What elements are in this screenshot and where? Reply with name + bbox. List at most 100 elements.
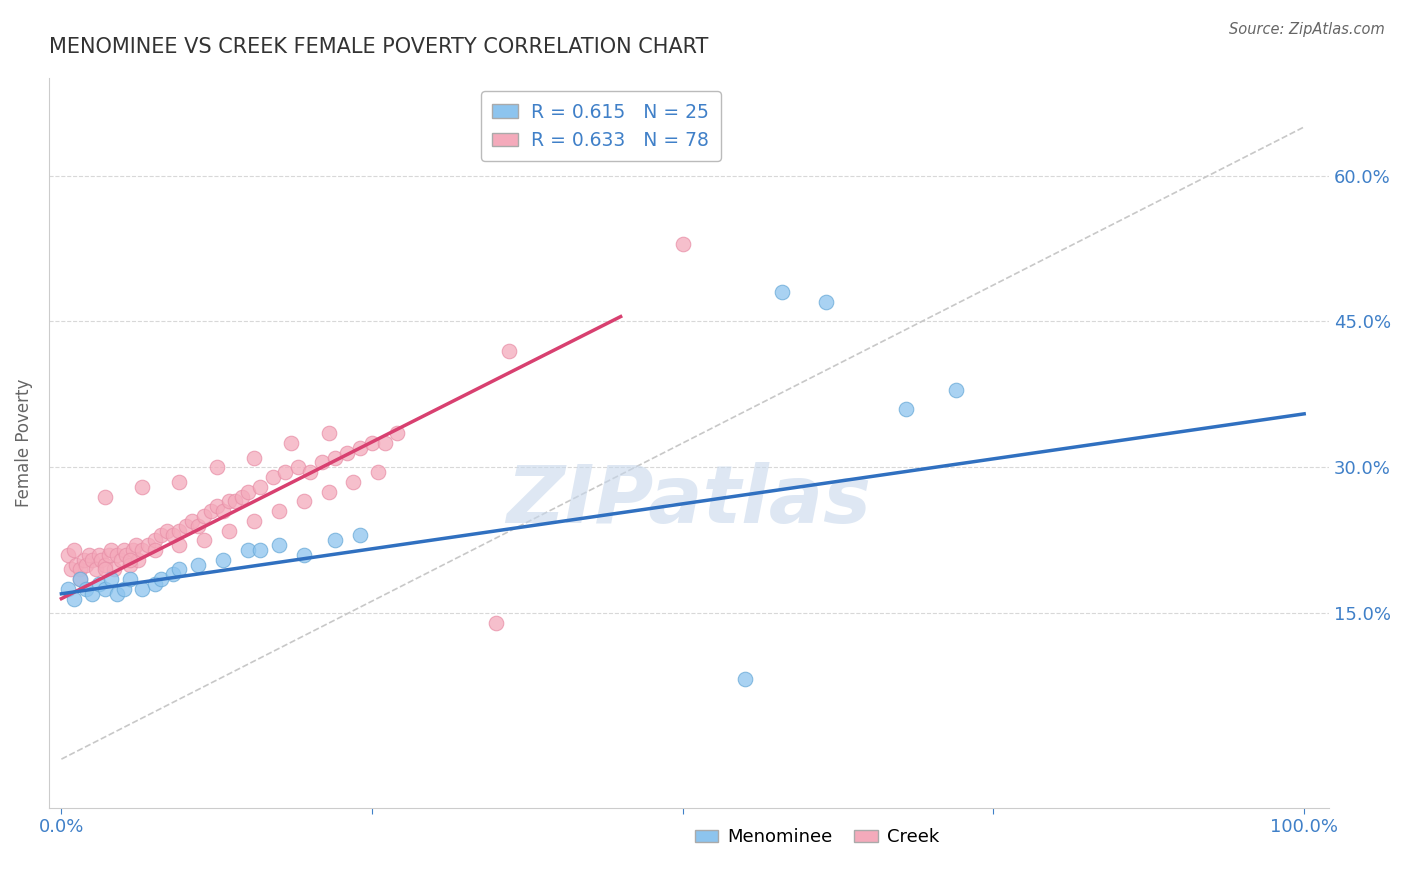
Point: [292, 494, 315, 508]
Point: [212, 504, 235, 518]
Point: [814, 295, 837, 310]
Point: [143, 533, 166, 548]
Point: [342, 475, 364, 489]
Point: [349, 528, 371, 542]
Point: [243, 450, 266, 465]
Point: [236, 543, 259, 558]
Point: [82, 587, 104, 601]
Point: [323, 450, 346, 465]
Point: [131, 543, 153, 558]
Point: [73, 553, 96, 567]
Point: [131, 582, 153, 596]
Point: [118, 553, 141, 567]
Point: [149, 528, 172, 542]
Point: [115, 548, 138, 562]
Point: [200, 504, 222, 518]
Point: [56, 548, 79, 562]
Point: [69, 572, 91, 586]
Legend: Menominee, Creek: Menominee, Creek: [688, 821, 946, 854]
Point: [734, 673, 756, 687]
Point: [231, 490, 253, 504]
Point: [945, 383, 967, 397]
Point: [105, 548, 128, 562]
Point: [138, 538, 160, 552]
Point: [110, 553, 132, 567]
Point: [100, 572, 122, 586]
Point: [94, 562, 117, 576]
Point: [87, 577, 110, 591]
Point: [770, 285, 793, 300]
Point: [90, 553, 112, 567]
Y-axis label: Female Poverty: Female Poverty: [15, 379, 32, 508]
Point: [143, 577, 166, 591]
Point: [498, 343, 520, 358]
Point: [169, 562, 191, 576]
Point: [361, 436, 384, 450]
Text: Source: ZipAtlas.com: Source: ZipAtlas.com: [1229, 22, 1385, 37]
Point: [169, 475, 191, 489]
Point: [169, 538, 191, 552]
Point: [69, 562, 91, 576]
Point: [127, 553, 149, 567]
Point: [367, 465, 389, 479]
Point: [77, 548, 100, 562]
Point: [385, 426, 408, 441]
Point: [280, 436, 302, 450]
Point: [373, 436, 395, 450]
Point: [318, 484, 340, 499]
Point: [336, 446, 359, 460]
Point: [149, 572, 172, 586]
Point: [100, 543, 122, 558]
Point: [267, 538, 290, 552]
Point: [243, 514, 266, 528]
Point: [118, 558, 141, 572]
Point: [187, 558, 209, 572]
Point: [56, 582, 79, 596]
Point: [292, 548, 315, 562]
Point: [169, 524, 191, 538]
Point: [112, 543, 135, 558]
Point: [84, 562, 107, 576]
Point: [262, 470, 284, 484]
Text: ZIPatlas: ZIPatlas: [506, 462, 872, 541]
Point: [103, 562, 125, 576]
Point: [187, 518, 209, 533]
Point: [287, 460, 309, 475]
Point: [485, 615, 508, 630]
Point: [236, 484, 259, 499]
Point: [162, 567, 184, 582]
Point: [318, 426, 340, 441]
Point: [156, 524, 179, 538]
Point: [323, 533, 346, 548]
Point: [193, 533, 215, 548]
Point: [249, 543, 271, 558]
Point: [267, 504, 290, 518]
Point: [180, 514, 202, 528]
Point: [118, 572, 141, 586]
Point: [75, 558, 97, 572]
Point: [311, 455, 333, 469]
Point: [162, 528, 184, 542]
Point: [274, 465, 297, 479]
Point: [63, 543, 86, 558]
Point: [205, 500, 228, 514]
Point: [82, 553, 104, 567]
Point: [69, 572, 91, 586]
Point: [218, 524, 240, 538]
Point: [65, 558, 87, 572]
Point: [94, 558, 117, 572]
Text: MENOMINEE VS CREEK FEMALE POVERTY CORRELATION CHART: MENOMINEE VS CREEK FEMALE POVERTY CORREL…: [49, 37, 709, 57]
Point: [105, 587, 128, 601]
Point: [131, 480, 153, 494]
Point: [94, 582, 117, 596]
Point: [298, 465, 321, 479]
Point: [349, 441, 371, 455]
Point: [125, 538, 148, 552]
Point: [485, 139, 508, 153]
Point: [75, 582, 97, 596]
Point: [174, 518, 197, 533]
Point: [60, 562, 83, 576]
Point: [87, 548, 110, 562]
Point: [63, 591, 86, 606]
Point: [97, 548, 120, 562]
